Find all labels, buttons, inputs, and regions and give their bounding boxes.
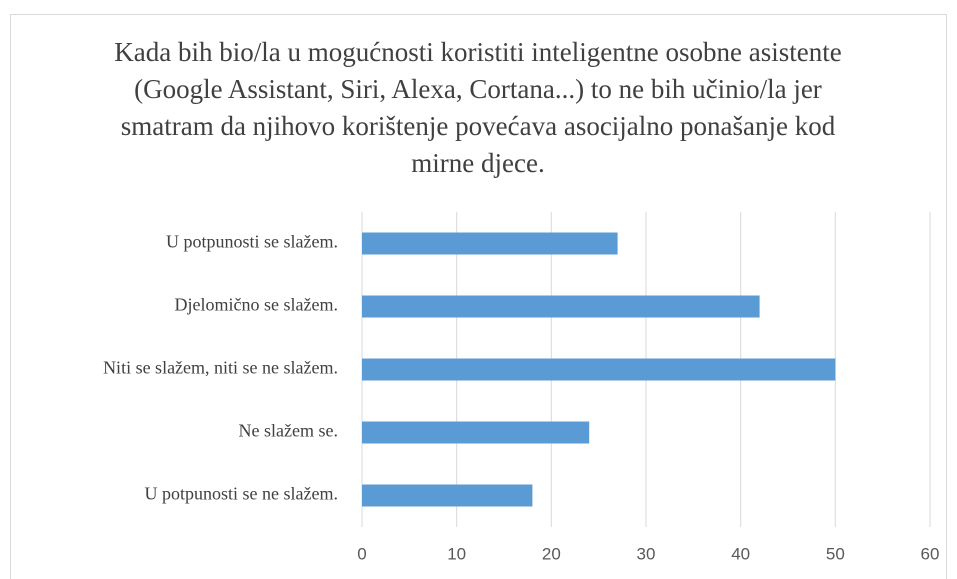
x-tick-label: 20	[542, 544, 561, 563]
bar	[362, 295, 760, 318]
bar	[362, 484, 533, 507]
chart-title: Kada bih bio/la u mogućnosti koristiti i…	[114, 37, 842, 178]
y-tick-label: U potpunosti se ne slažem.	[145, 484, 338, 504]
y-tick-label: Djelomično se slažem.	[175, 295, 338, 315]
y-tick-label: Niti se slažem, niti se ne slažem.	[103, 358, 338, 378]
x-tick-label: 10	[447, 544, 466, 563]
bar	[362, 358, 836, 381]
y-tick-label: U potpunosti se slažem.	[166, 232, 338, 252]
y-tick-label: Ne slažem se.	[239, 421, 338, 441]
x-tick-label: 60	[921, 544, 940, 563]
x-tick-label: 40	[731, 544, 750, 563]
bar	[362, 421, 590, 444]
x-tick-label: 30	[637, 544, 656, 563]
x-tick-label: 50	[826, 544, 845, 563]
x-tick-label: 0	[357, 544, 366, 563]
bar	[362, 232, 618, 255]
